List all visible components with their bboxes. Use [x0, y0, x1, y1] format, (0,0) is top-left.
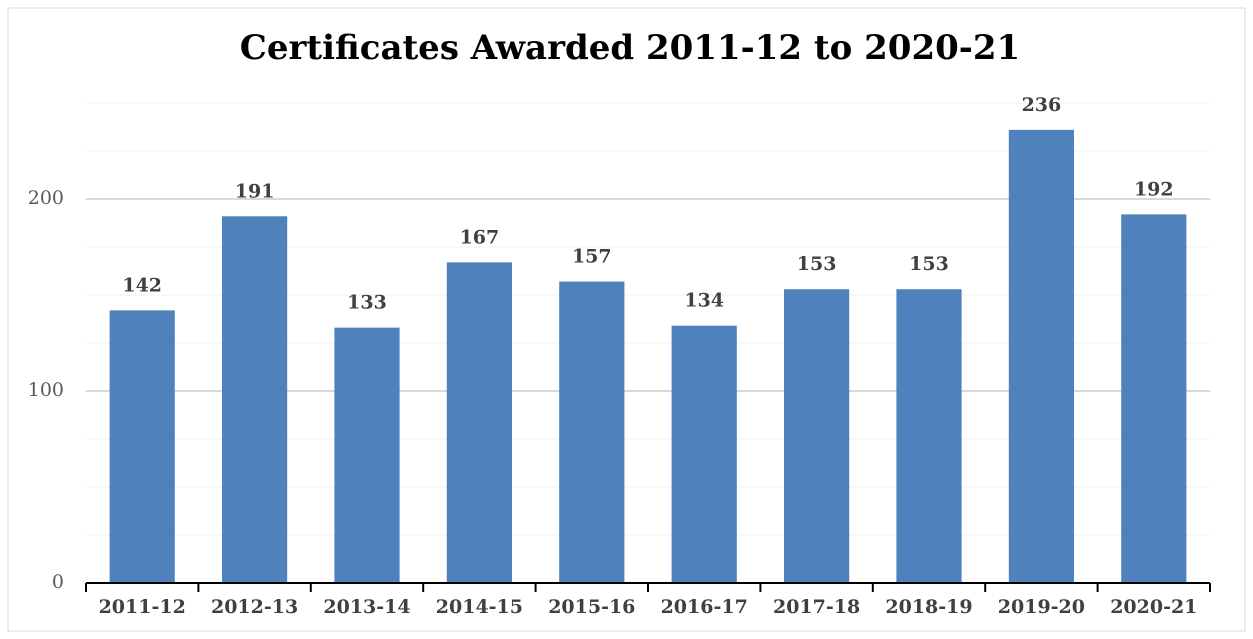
- bar: [896, 289, 962, 583]
- value-label: 157: [572, 246, 612, 268]
- value-label: 192: [1134, 178, 1174, 200]
- bar: [446, 262, 512, 583]
- x-tick-label: 2015-16: [548, 596, 635, 618]
- x-tick-label: 2019-20: [998, 596, 1085, 618]
- x-tick-label: 2018-19: [885, 596, 972, 618]
- bar: [1008, 129, 1074, 583]
- value-label: 191: [235, 180, 275, 202]
- value-label: 236: [1022, 94, 1062, 116]
- chart-title: Certificates Awarded 2011-12 to 2020-21: [240, 28, 1020, 68]
- bar: [784, 289, 850, 583]
- bar: [559, 281, 625, 583]
- value-label: 142: [122, 274, 162, 296]
- bar: [334, 327, 400, 583]
- y-tick-label: 100: [28, 379, 64, 401]
- y-tick-label: 200: [28, 187, 64, 209]
- x-tick-label: 2013-14: [323, 596, 410, 618]
- x-tick-label: 2016-17: [661, 596, 748, 618]
- bar: [222, 216, 288, 583]
- x-tick-label: 2011-12: [99, 596, 186, 618]
- x-tick-label: 2012-13: [211, 596, 298, 618]
- value-label: 153: [909, 253, 949, 275]
- x-tick-label: 2014-15: [436, 596, 523, 618]
- value-label: 153: [797, 253, 837, 275]
- y-tick-label: 0: [52, 571, 64, 593]
- x-tick-label: 2017-18: [773, 596, 860, 618]
- x-tick-label: 2020-21: [1110, 596, 1197, 618]
- value-label: 167: [460, 226, 500, 248]
- bar: [1121, 214, 1187, 584]
- value-label: 133: [347, 292, 387, 314]
- bar: [671, 325, 737, 583]
- value-label: 134: [684, 290, 724, 312]
- bar: [109, 310, 175, 583]
